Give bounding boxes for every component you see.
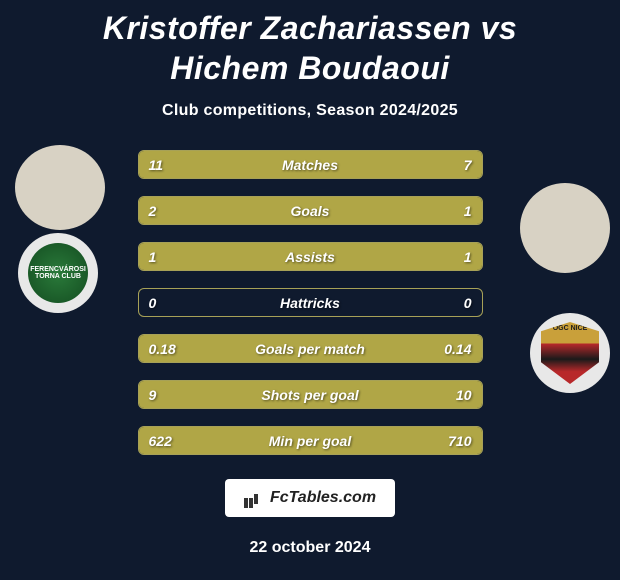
stat-value-left: 9 xyxy=(149,387,157,403)
stat-value-right: 0 xyxy=(464,295,472,311)
stat-value-right: 10 xyxy=(456,387,472,403)
stat-label: Hattricks xyxy=(280,295,340,311)
stat-label: Assists xyxy=(285,249,335,265)
footer-date: 22 october 2024 xyxy=(0,539,620,557)
player1-crest: FERENCVÁROSI TORNA CLUB xyxy=(18,233,98,313)
stat-label: Min per goal xyxy=(269,433,351,449)
stat-row: 11 7 Matches xyxy=(138,150,483,179)
crest2-label: OGC NICE xyxy=(541,322,599,384)
stat-label: Matches xyxy=(282,157,338,173)
branding-text: FcTables.com xyxy=(270,489,376,507)
stat-value-right: 1 xyxy=(464,249,472,265)
player2-photo xyxy=(520,183,610,273)
stat-value-left: 0.18 xyxy=(149,341,176,357)
stat-label: Goals per match xyxy=(255,341,365,357)
stat-row: 0.18 0.14 Goals per match xyxy=(138,334,483,363)
chart-icon xyxy=(244,488,264,508)
page-title: Kristoffer Zachariassen vs Hichem Boudao… xyxy=(0,0,620,88)
player2-crest: OGC NICE xyxy=(530,313,610,393)
stat-value-left: 622 xyxy=(149,433,172,449)
crest1-label: FERENCVÁROSI TORNA CLUB xyxy=(28,243,88,303)
stat-value-left: 11 xyxy=(149,157,164,173)
subtitle: Club competitions, Season 2024/2025 xyxy=(0,102,620,120)
stat-value-right: 0.14 xyxy=(444,341,471,357)
player1-photo xyxy=(15,145,105,230)
stat-value-left: 1 xyxy=(149,249,157,265)
stat-row: 1 1 Assists xyxy=(138,242,483,271)
stat-value-right: 1 xyxy=(464,203,472,219)
stat-row: 0 0 Hattricks xyxy=(138,288,483,317)
stat-value-right: 710 xyxy=(448,433,471,449)
stat-row: 2 1 Goals xyxy=(138,196,483,225)
stat-value-right: 7 xyxy=(464,157,472,173)
stat-label: Shots per goal xyxy=(261,387,358,403)
stat-value-left: 2 xyxy=(149,203,157,219)
stat-row: 9 10 Shots per goal xyxy=(138,380,483,409)
stats-table: 117Matches21Goals11Assists00Hattricks0.1… xyxy=(138,150,483,455)
stat-row: 622 710 Min per goal xyxy=(138,426,483,455)
stat-label: Goals xyxy=(291,203,330,219)
stat-value-left: 0 xyxy=(149,295,157,311)
branding-badge: FcTables.com xyxy=(225,479,395,517)
